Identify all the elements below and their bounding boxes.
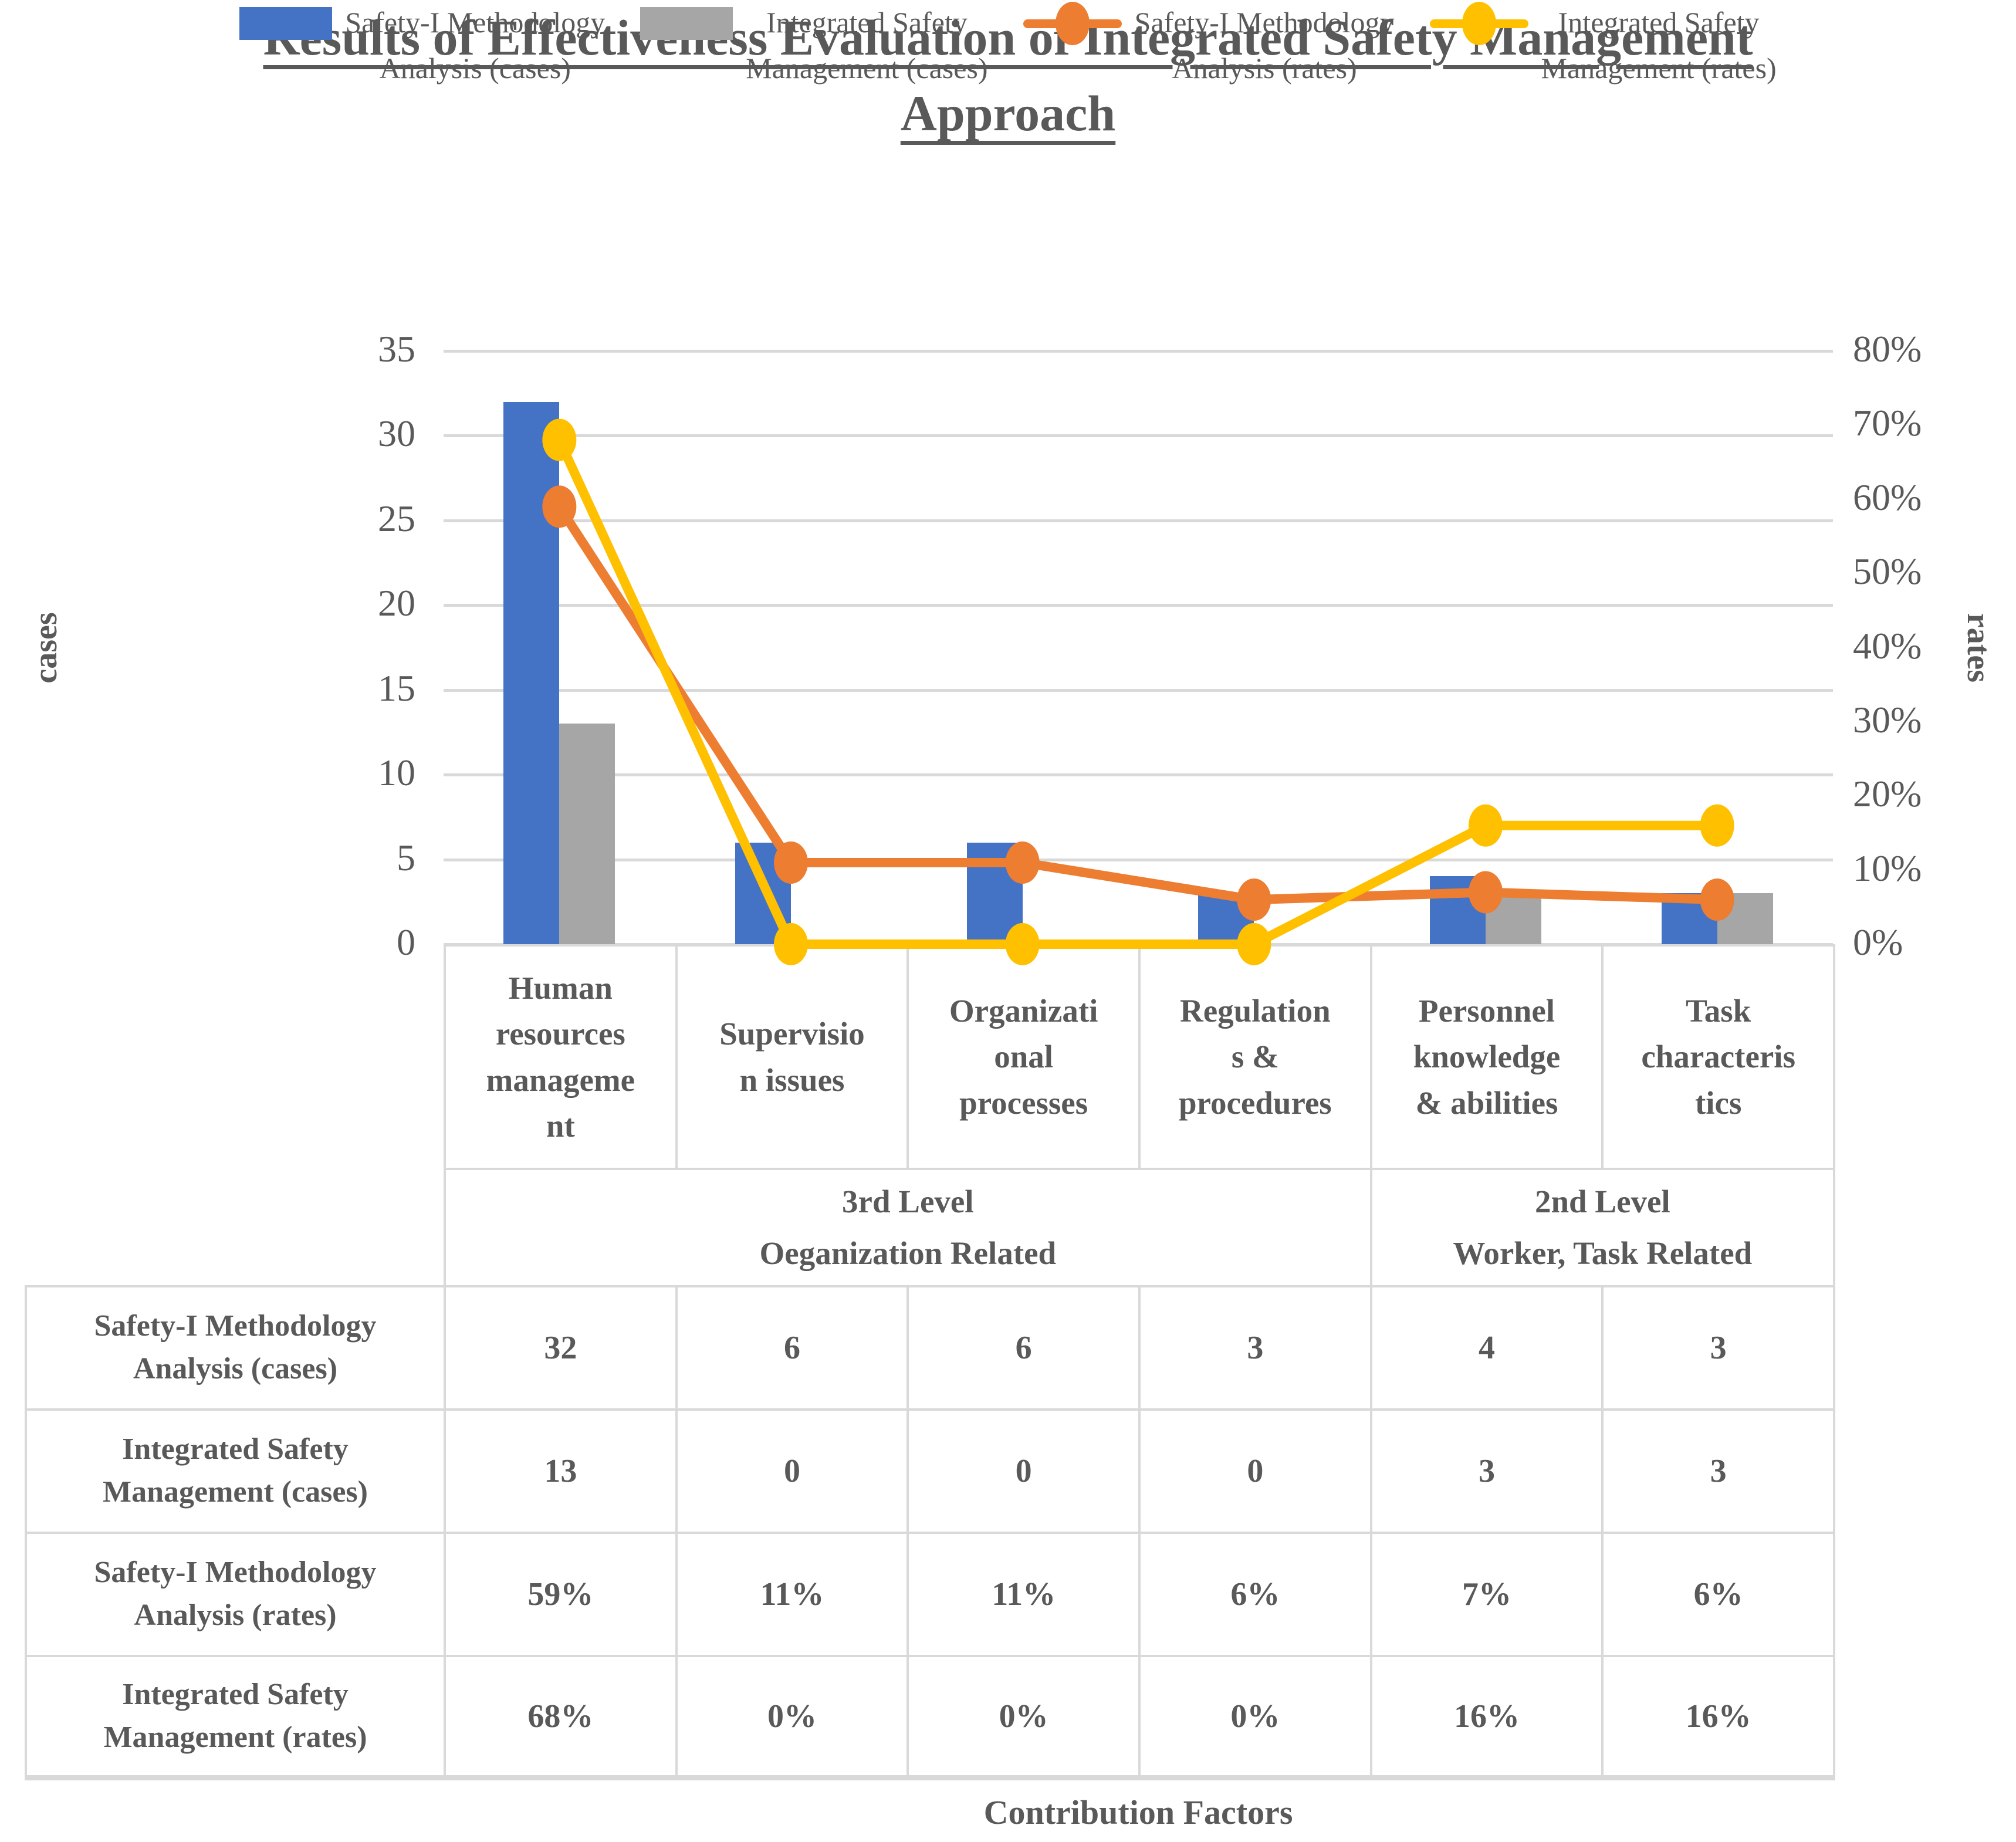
table-value-cell: 7% bbox=[1369, 1532, 1604, 1657]
gridline bbox=[444, 858, 1833, 861]
line-orange bbox=[554, 502, 1722, 905]
data-point-marker-orange bbox=[1469, 871, 1503, 914]
line-yellow bbox=[554, 435, 1722, 949]
legend-bar-swatch-icon bbox=[640, 7, 733, 40]
right-axis-tick-label: 20% bbox=[1853, 773, 1922, 815]
data-point-marker-yellow bbox=[542, 418, 577, 461]
legend-label: Safety-I Methodology Analysis (rates) bbox=[1134, 6, 1395, 85]
right-axis-tick-label: 40% bbox=[1853, 624, 1922, 667]
right-axis-tick-label: 50% bbox=[1853, 550, 1922, 593]
data-point-marker-orange bbox=[1237, 878, 1271, 921]
category-cell: Human resources manageme nt bbox=[444, 944, 678, 1170]
legend-label: Integrated Safety Management (rates) bbox=[1541, 6, 1777, 85]
table-row-header: Integrated Safety Management (cases) bbox=[25, 1408, 446, 1534]
chart-title-line1: Results of Effectiveness Evaluation of I… bbox=[263, 9, 1753, 66]
table-value-cell: 32 bbox=[444, 1285, 678, 1411]
gridline bbox=[444, 688, 1833, 692]
x-axis-title: Contribution Factors bbox=[983, 1793, 1293, 1831]
chart-title: Results of Effectiveness Evaluation of I… bbox=[0, 0, 2016, 151]
category-cell: Personnel knowledge & abilities bbox=[1369, 944, 1604, 1170]
right-axis-tick-label: 60% bbox=[1853, 476, 1922, 518]
table-value-cell: 6 bbox=[675, 1285, 909, 1411]
category-cell: Supervisio n issues bbox=[675, 944, 909, 1170]
legend-label: Safety-I Methodology Analysis (cases) bbox=[345, 6, 606, 85]
left-axis-tick-label: 5 bbox=[397, 836, 415, 878]
legend-item-2: Integrated Safety Management (cases) bbox=[640, 0, 988, 91]
gridline bbox=[444, 604, 1833, 607]
table-value-cell: 6 bbox=[906, 1285, 1141, 1411]
table-value-cell: 6% bbox=[1138, 1532, 1372, 1657]
table-row-header: Integrated Safety Management (rates) bbox=[25, 1655, 446, 1780]
table-value-cell: 4 bbox=[1369, 1285, 1604, 1411]
data-point-marker-orange bbox=[1700, 878, 1734, 921]
data-point-marker-yellow bbox=[1469, 804, 1503, 847]
data-point-marker-orange bbox=[542, 485, 577, 528]
legend-dot-icon bbox=[1462, 2, 1496, 45]
data-point-marker-orange bbox=[774, 841, 808, 884]
right-axis-tick-label: 0% bbox=[1853, 921, 1903, 964]
left-axis-tick-label: 25 bbox=[378, 497, 415, 539]
legend-dot-icon bbox=[1055, 2, 1090, 45]
data-point-marker-yellow bbox=[774, 923, 808, 965]
table-value-cell: 11% bbox=[675, 1532, 909, 1657]
table-value-cell: 3 bbox=[1369, 1408, 1604, 1534]
table-value-cell: 59% bbox=[444, 1532, 678, 1657]
legend-bar-swatch-icon bbox=[239, 7, 333, 40]
table-value-cell: 0% bbox=[675, 1655, 909, 1780]
category-cell: Regulation s & procedures bbox=[1138, 944, 1372, 1170]
legend-line-marker-icon bbox=[1429, 0, 1528, 47]
table-value-cell: 11% bbox=[906, 1532, 1141, 1657]
table-value-cell: 0% bbox=[906, 1655, 1141, 1780]
legend-label: Integrated Safety Management (cases) bbox=[746, 6, 988, 85]
gridline bbox=[444, 434, 1833, 438]
left-axis-tick-label: 30 bbox=[378, 413, 415, 455]
table-value-cell: 16% bbox=[1601, 1655, 1835, 1780]
category-group-cell: 3rd Level Oeganization Related bbox=[444, 1168, 1372, 1287]
table-value-cell: 3 bbox=[1601, 1285, 1835, 1411]
legend-item-3: Safety-I Methodology Analysis (rates) bbox=[1023, 0, 1395, 91]
table-value-cell: 3 bbox=[1138, 1285, 1372, 1411]
table-value-cell: 3 bbox=[1601, 1408, 1835, 1534]
left-axis-tick-label: 10 bbox=[378, 752, 415, 794]
legend-item-4: Integrated Safety Management (rates) bbox=[1429, 0, 1777, 91]
gridline bbox=[444, 773, 1833, 777]
table-value-cell: 16% bbox=[1369, 1655, 1604, 1780]
data-point-marker-yellow bbox=[1237, 923, 1271, 965]
right-axis-tick-label: 70% bbox=[1853, 402, 1922, 444]
category-cell: Organizati onal processes bbox=[906, 944, 1141, 1170]
legend-item-1: Safety-I Methodology Analysis (cases) bbox=[239, 0, 605, 91]
right-axis-tick-label: 10% bbox=[1853, 847, 1922, 889]
table-value-cell: 0% bbox=[1138, 1655, 1372, 1780]
left-axis-title: cases bbox=[28, 611, 64, 684]
gridline bbox=[444, 519, 1833, 522]
rates-lines-layer bbox=[542, 418, 1734, 965]
left-axis-tick-label: 35 bbox=[378, 328, 415, 370]
bar-ism-cases bbox=[559, 724, 615, 944]
gridline bbox=[444, 350, 1833, 353]
chart-title-line2: Approach bbox=[900, 85, 1116, 141]
table-row-header: Safety-I Methodology Analysis (rates) bbox=[25, 1532, 446, 1657]
left-axis-tick-label: 15 bbox=[378, 667, 415, 709]
table-row-header: Safety-I Methodology Analysis (cases) bbox=[25, 1285, 446, 1411]
chart-legend: Safety-I Methodology Analysis (cases) Int… bbox=[0, 0, 2016, 91]
left-axis-tick-label: 20 bbox=[378, 582, 415, 624]
category-cell: Task characteris tics bbox=[1601, 944, 1835, 1170]
right-axis-tick-label: 30% bbox=[1853, 698, 1922, 741]
data-point-marker-yellow bbox=[1700, 804, 1734, 847]
data-point-marker-yellow bbox=[1005, 923, 1040, 965]
table-value-cell: 68% bbox=[444, 1655, 678, 1780]
legend-line-marker-icon bbox=[1023, 0, 1122, 47]
category-group-cell: 2nd Level Worker, Task Related bbox=[1369, 1168, 1835, 1287]
table-value-cell: 0 bbox=[906, 1408, 1141, 1534]
left-axis-tick-label: 0 bbox=[397, 921, 415, 964]
table-value-cell: 6% bbox=[1601, 1532, 1835, 1657]
data-point-marker-orange bbox=[1005, 841, 1040, 884]
table-value-cell: 0 bbox=[1138, 1408, 1372, 1534]
table-value-cell: 0 bbox=[675, 1408, 909, 1534]
right-axis-tick-label: 80% bbox=[1853, 328, 1922, 370]
table-value-cell: 13 bbox=[444, 1408, 678, 1534]
